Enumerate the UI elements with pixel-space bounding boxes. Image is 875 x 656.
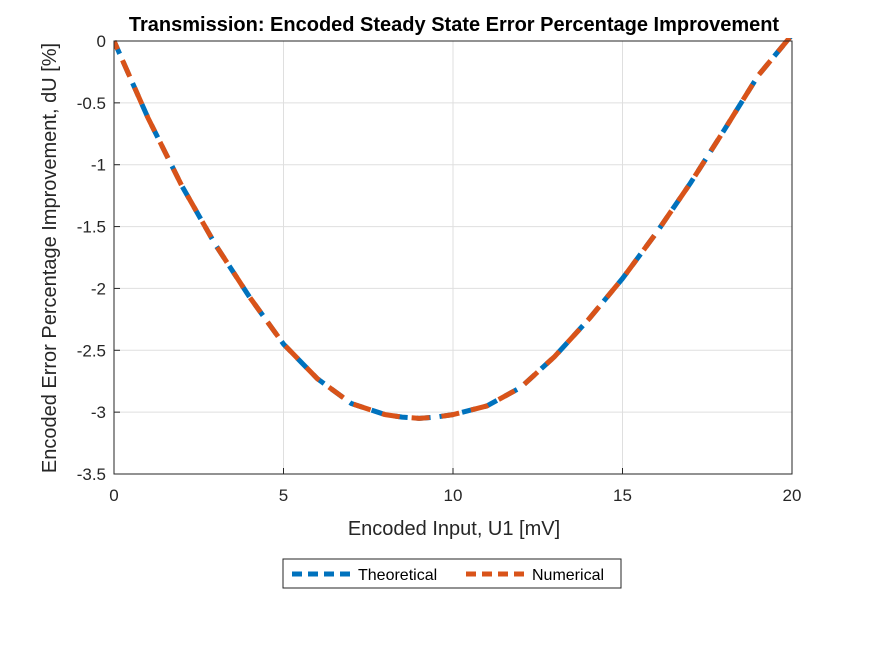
chart-title: Transmission: Encoded Steady State Error… [129,14,780,36]
y-tick-label: -1 [91,156,106,175]
x-axis-ticks: 0 5 10 15 20 [109,468,801,505]
y-tick-label: -1.5 [77,218,106,237]
x-axis-label: Encoded Input, U1 [mV] [348,518,560,540]
y-tick-label: -2.5 [77,341,106,360]
y-axis-ticks: 0 -0.5 -1 -1.5 -2 -2.5 -3 -3.5 [77,32,120,484]
legend: Theoretical Numerical [282,558,622,589]
y-tick-label: 0 [97,32,106,51]
y-tick-label: -3.5 [77,465,106,484]
y-tick-label: -3 [91,403,106,422]
series-line-numerical [114,38,793,421]
y-tick-label: -2 [91,279,106,298]
legend-label-theoretical: Theoretical [358,567,437,584]
legend-box [282,558,622,589]
y-axis-label: Encoded Error Percentage Improvement, dU… [39,43,61,473]
y-tick-label: -0.5 [77,94,106,113]
x-tick-label: 15 [613,486,632,505]
x-tick-label: 20 [783,486,802,505]
series-lines [114,38,793,421]
x-tick-label: 10 [444,486,463,505]
legend-label-numerical: Numerical [532,567,604,584]
x-tick-label: 5 [279,486,288,505]
x-tick-label: 0 [109,486,118,505]
